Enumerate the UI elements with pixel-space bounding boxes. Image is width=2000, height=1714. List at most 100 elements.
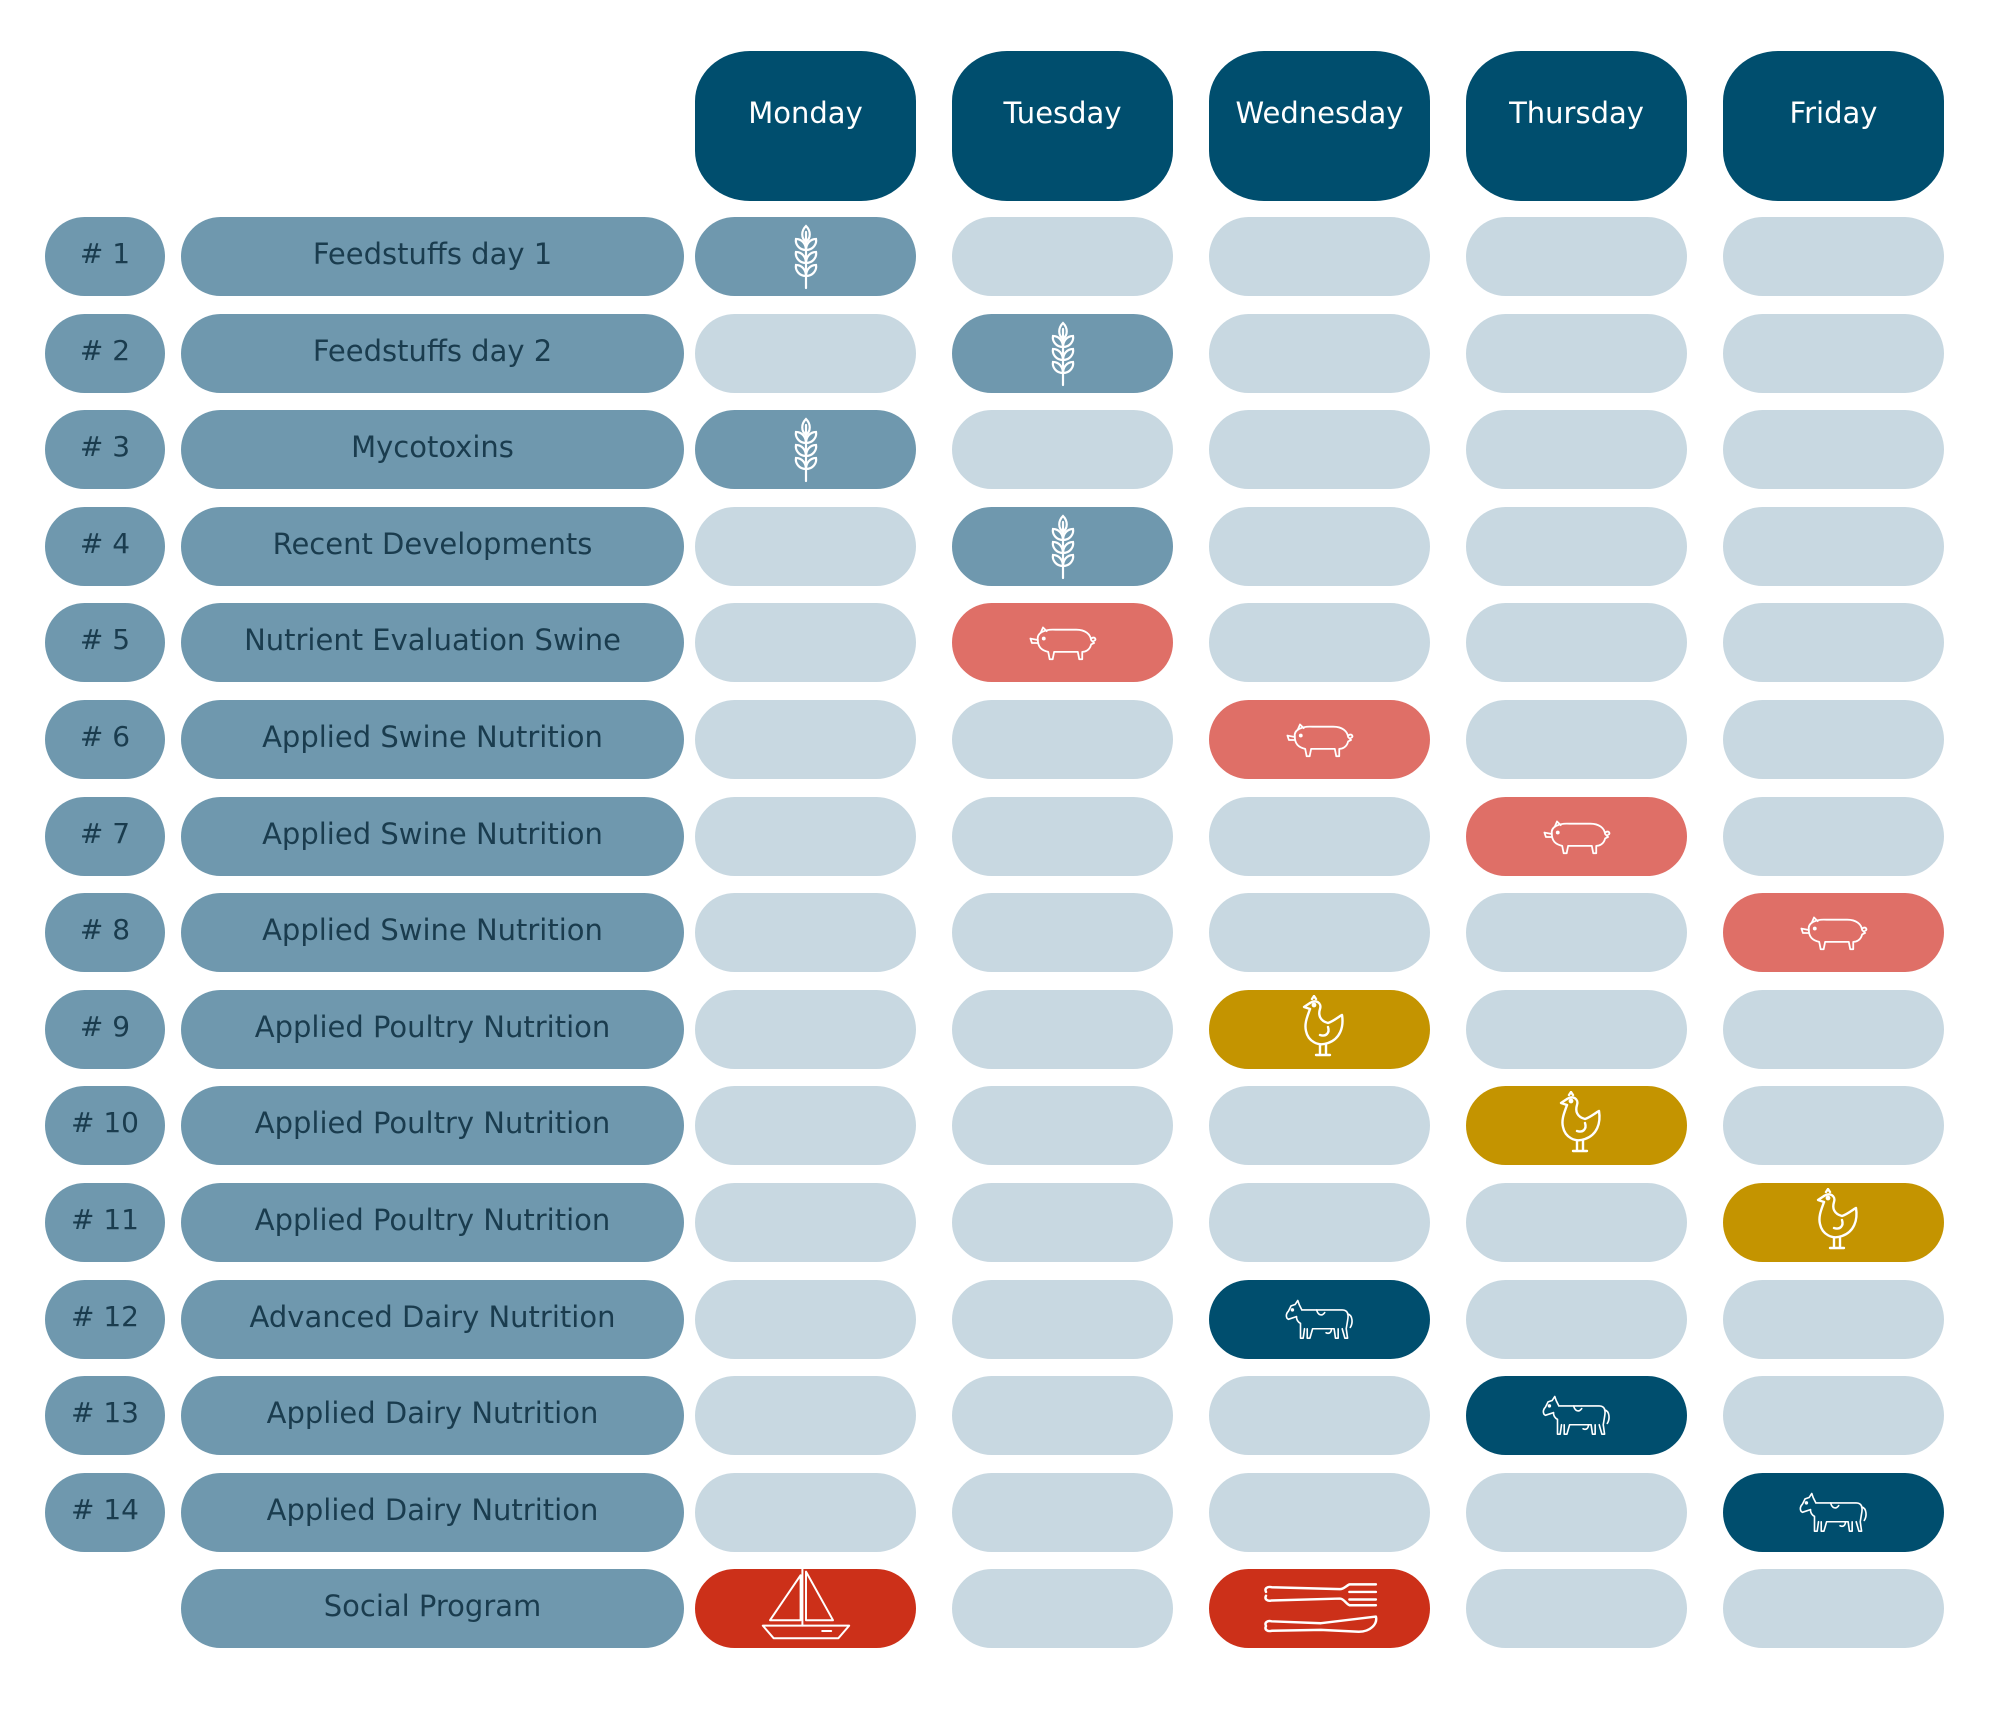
empty-slot-thursday	[1466, 314, 1687, 393]
session-title: Nutrient Evaluation Swine	[181, 603, 684, 682]
empty-slot-thursday	[1466, 410, 1687, 489]
session-number: # 1	[45, 217, 165, 296]
empty-slot-friday	[1723, 1280, 1944, 1359]
session-number: # 8	[45, 893, 165, 972]
empty-slot-wednesday	[1209, 1086, 1430, 1165]
empty-slot-thursday	[1466, 893, 1687, 972]
empty-slot-thursday	[1466, 217, 1687, 296]
session-number: # 12	[45, 1280, 165, 1359]
empty-slot-tuesday	[952, 1376, 1173, 1455]
wheat-icon	[786, 415, 826, 485]
session-slot-thursday	[1466, 797, 1687, 876]
session-number: # 5	[45, 603, 165, 682]
empty-slot-wednesday	[1209, 1473, 1430, 1552]
empty-slot-monday	[695, 1183, 916, 1262]
empty-slot-wednesday	[1209, 507, 1430, 586]
session-title: Advanced Dairy Nutrition	[181, 1280, 684, 1359]
session-title: Applied Dairy Nutrition	[181, 1376, 684, 1455]
empty-slot-friday	[1723, 217, 1944, 296]
empty-slot-wednesday	[1209, 1376, 1430, 1455]
session-slot-friday	[1723, 1183, 1944, 1262]
empty-slot-thursday	[1466, 603, 1687, 682]
cow-icon	[1797, 1478, 1871, 1548]
session-title: Applied Poultry Nutrition	[181, 1183, 684, 1262]
session-slot-tuesday	[952, 507, 1173, 586]
empty-slot-thursday	[1466, 990, 1687, 1069]
chicken-icon	[1540, 1090, 1614, 1161]
empty-slot-monday	[695, 1086, 916, 1165]
wheat-icon	[1043, 512, 1083, 582]
session-number: # 13	[45, 1376, 165, 1455]
session-number: # 9	[45, 990, 165, 1069]
empty-slot-thursday	[1466, 700, 1687, 779]
empty-slot-thursday	[1466, 1473, 1687, 1552]
fork-knife-icon	[1258, 1573, 1382, 1645]
day-header-tuesday: Tuesday	[952, 51, 1173, 201]
empty-slot-wednesday	[1209, 893, 1430, 972]
session-title: Mycotoxins	[181, 410, 684, 489]
session-slot-wednesday	[1209, 1280, 1430, 1359]
empty-slot-monday	[695, 1376, 916, 1455]
empty-slot-monday	[695, 507, 916, 586]
empty-slot-friday	[1723, 603, 1944, 682]
empty-slot-monday	[695, 1473, 916, 1552]
empty-slot-friday	[1723, 1569, 1944, 1648]
session-slot-thursday	[1466, 1376, 1687, 1455]
empty-slot-monday	[695, 893, 916, 972]
wheat-icon	[786, 222, 826, 292]
session-title: Applied Dairy Nutrition	[181, 1473, 684, 1552]
day-header-monday: Monday	[695, 51, 916, 201]
session-slot-thursday	[1466, 1086, 1687, 1165]
pig-icon	[1026, 608, 1100, 678]
session-number: # 3	[45, 410, 165, 489]
empty-slot-friday	[1723, 1376, 1944, 1455]
empty-slot-monday	[695, 1280, 916, 1359]
empty-slot-tuesday	[952, 1473, 1173, 1552]
wheat-icon	[1043, 319, 1083, 389]
session-title: Applied Poultry Nutrition	[181, 990, 684, 1069]
session-number: # 10	[45, 1086, 165, 1165]
session-slot-friday	[1723, 1473, 1944, 1552]
empty-slot-thursday	[1466, 1280, 1687, 1359]
empty-slot-tuesday	[952, 1280, 1173, 1359]
day-header-thursday: Thursday	[1466, 51, 1687, 201]
sailboat-icon	[761, 1566, 851, 1642]
pig-icon	[1540, 802, 1614, 872]
session-title: Applied Swine Nutrition	[181, 893, 684, 972]
empty-slot-friday	[1723, 314, 1944, 393]
empty-slot-friday	[1723, 507, 1944, 586]
chicken-icon	[1797, 1187, 1871, 1258]
empty-slot-friday	[1723, 990, 1944, 1069]
empty-slot-tuesday	[952, 217, 1173, 296]
session-number: # 7	[45, 797, 165, 876]
cow-icon	[1540, 1381, 1614, 1451]
empty-slot-tuesday	[952, 1183, 1173, 1262]
empty-slot-tuesday	[952, 700, 1173, 779]
session-number: # 2	[45, 314, 165, 393]
day-header-friday: Friday	[1723, 51, 1944, 201]
session-slot-wednesday	[1209, 700, 1430, 779]
empty-slot-friday	[1723, 1086, 1944, 1165]
empty-slot-tuesday	[952, 893, 1173, 972]
empty-slot-friday	[1723, 410, 1944, 489]
session-slot-monday	[695, 1566, 916, 1648]
empty-slot-tuesday	[952, 410, 1173, 489]
empty-slot-tuesday	[952, 990, 1173, 1069]
empty-slot-friday	[1723, 700, 1944, 779]
session-number: # 4	[45, 507, 165, 586]
empty-slot-monday	[695, 314, 916, 393]
empty-slot-wednesday	[1209, 603, 1430, 682]
empty-slot-wednesday	[1209, 797, 1430, 876]
session-slot-tuesday	[952, 314, 1173, 393]
empty-slot-monday	[695, 797, 916, 876]
cow-icon	[1283, 1285, 1357, 1355]
session-slot-monday	[695, 410, 916, 489]
empty-slot-monday	[695, 990, 916, 1069]
day-header-wednesday: Wednesday	[1209, 51, 1430, 201]
empty-slot-thursday	[1466, 1183, 1687, 1262]
empty-slot-tuesday	[952, 1569, 1173, 1648]
session-title: Applied Swine Nutrition	[181, 797, 684, 876]
session-title: Applied Swine Nutrition	[181, 700, 684, 779]
empty-slot-wednesday	[1209, 1183, 1430, 1262]
